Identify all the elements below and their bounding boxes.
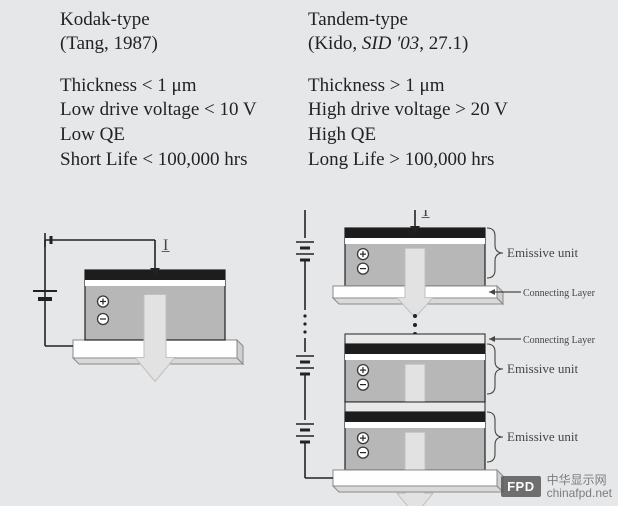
right-spec3: High QE [308, 124, 376, 145]
left-specs: Thickness < 1 μm Low drive voltage < 10 … [60, 74, 340, 173]
page-root: Kodak-type (Tang, 1987) Thickness < 1 μm… [0, 0, 618, 506]
right-column: Tandem-type (Kido, SID '03, 27.1) Thickn… [308, 8, 588, 172]
svg-text:I̲: I̲ [421, 210, 431, 220]
diagram-area: I̲ Emissive unit Connecting Layer Connectin… [0, 210, 618, 506]
svg-text:Emissive unit: Emissive unit [507, 429, 579, 444]
svg-text:Emissive unit: Emissive unit [507, 361, 579, 376]
right-spec1: Thickness > 1 μm [308, 75, 444, 96]
left-spec3: Low QE [60, 124, 125, 145]
right-title-line1: Tandem-type [308, 9, 408, 30]
svg-text:I̲: I̲ [161, 237, 171, 254]
left-title-line1: Kodak-type [60, 9, 150, 30]
watermark-line2: chinafpd.net [547, 486, 612, 500]
left-spec4: Short Life < 100,000 hrs [60, 149, 248, 170]
right-specs: Thickness > 1 μm High drive voltage > 20… [308, 74, 588, 173]
svg-text:Connecting Layer: Connecting Layer [523, 335, 596, 346]
left-spec2: Low drive voltage < 10 V [60, 99, 257, 120]
left-column: Kodak-type (Tang, 1987) Thickness < 1 μm… [60, 8, 340, 172]
diagram-svg: I̲ Emissive unit Connecting Layer Connectin… [0, 210, 618, 506]
left-spec1: Thickness < 1 μm [60, 75, 196, 96]
watermark-badge: FPD [501, 476, 541, 497]
watermark-text: 中华显示网 chinafpd.net [547, 474, 612, 500]
right-spec4: Long Life > 100,000 hrs [308, 149, 494, 170]
right-spec2: High drive voltage > 20 V [308, 99, 508, 120]
svg-text:Connecting Layer: Connecting Layer [523, 288, 596, 299]
right-title-line2: (Kido, SID '03, 27.1) [308, 33, 468, 54]
svg-text:Emissive unit: Emissive unit [507, 245, 579, 260]
left-title: Kodak-type (Tang, 1987) [60, 8, 340, 56]
right-title: Tandem-type (Kido, SID '03, 27.1) [308, 8, 588, 56]
watermark-line1: 中华显示网 [547, 473, 607, 487]
left-title-line2: (Tang, 1987) [60, 33, 158, 54]
watermark: FPD 中华显示网 chinafpd.net [501, 474, 612, 500]
